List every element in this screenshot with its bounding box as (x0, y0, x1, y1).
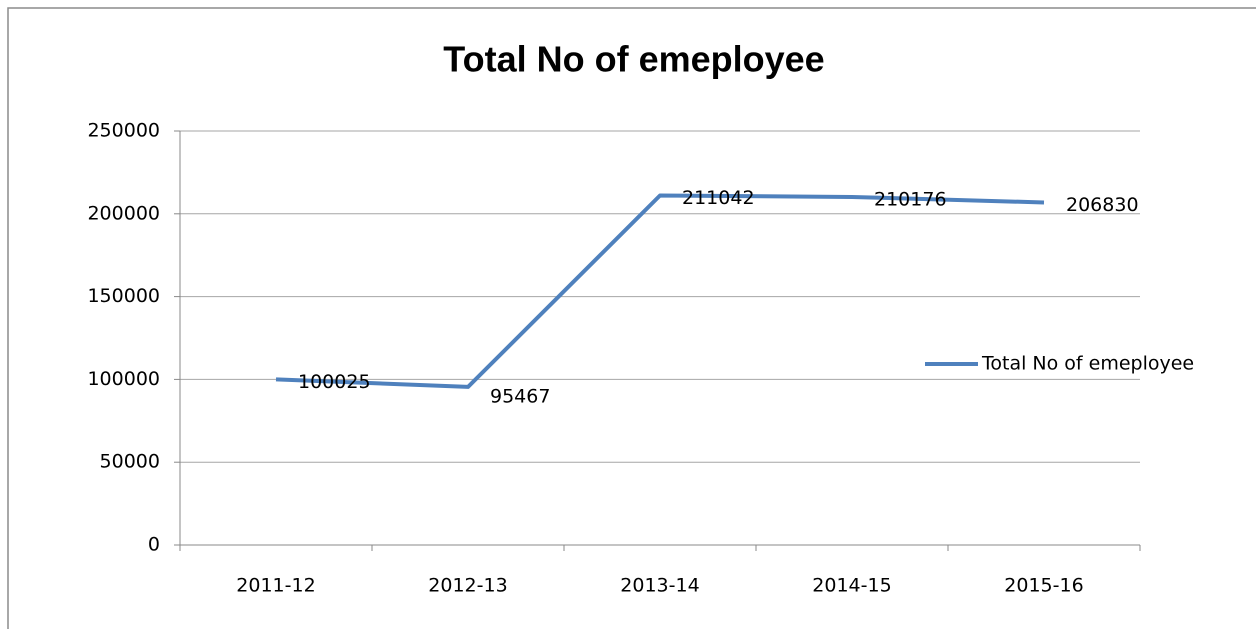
y-tick-label: 100000 (87, 368, 160, 390)
x-tick-label: 2014-15 (812, 575, 891, 597)
y-tick-label: 0 (148, 534, 160, 556)
x-tick-label: 2015-16 (1004, 575, 1083, 597)
x-tick-label: 2013-14 (620, 575, 699, 597)
y-tick-label: 150000 (87, 285, 160, 307)
data-label: 211042 (682, 187, 755, 209)
chart-title: Total No of emeployee (443, 39, 824, 80)
x-tick-label: 2011-12 (236, 575, 315, 597)
y-tick-label: 50000 (100, 451, 160, 473)
legend-label: Total No of emeployee (981, 353, 1194, 375)
y-tick-label: 200000 (87, 202, 160, 224)
data-label: 206830 (1066, 194, 1139, 216)
data-line (275, 193, 1045, 389)
data-label: 210176 (874, 188, 947, 210)
chart-border (7, 7, 1256, 629)
data-label: 100025 (298, 371, 371, 393)
data-label: 95467 (490, 385, 550, 407)
y-tick-label: 250000 (87, 120, 160, 142)
x-tick-label: 2012-13 (428, 575, 507, 597)
